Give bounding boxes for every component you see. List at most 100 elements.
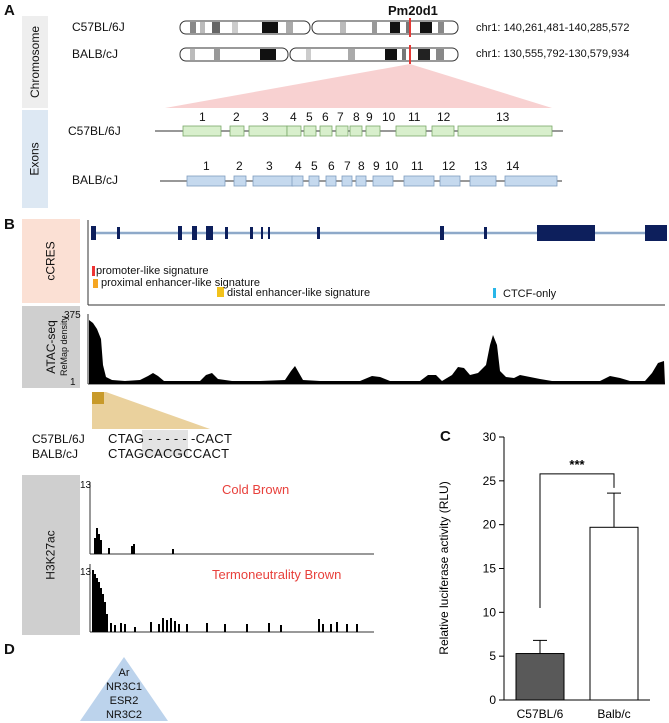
exon-num: 8: [353, 110, 360, 124]
exon-num: 1: [199, 110, 206, 124]
atac-max: 375: [64, 310, 81, 321]
chrom-strain-1: C57BL/6J: [72, 20, 125, 34]
exon-num: 13: [496, 110, 510, 124]
track2-title: Termoneutrality Brown: [212, 567, 342, 582]
atac-side-label: ATAC-seq: [22, 306, 80, 388]
atac-axis-label: ReMap density: [59, 315, 69, 377]
seq-line-2: CTAGCACGCCACT: [108, 446, 230, 461]
gene-model-1: [155, 125, 563, 137]
coord-1: chr1: 140,261,481-140,285,572: [476, 22, 630, 34]
coord-2: chr1: 130,555,792-130,579,934: [476, 48, 630, 60]
y-tick-label: 30: [483, 430, 497, 444]
bar-balb-c: [589, 526, 639, 701]
chromosome-ideogram-2: [179, 45, 459, 64]
thermoneutral-brown-signal: [92, 570, 358, 632]
seq-line-1: CTAG - - - - - -CACT: [108, 431, 233, 446]
gene-strain-1: C57BL/6J: [68, 124, 121, 138]
y-tick-label: 25: [483, 474, 497, 488]
track2-max: 13: [80, 567, 92, 578]
significance: ***: [539, 457, 615, 608]
exon-num: 12: [442, 159, 456, 173]
h3k27ac-tracks: [89, 482, 374, 633]
legend-swatch: [92, 266, 95, 276]
panel-b-tracks: [87, 220, 667, 429]
exon-num: 2: [236, 159, 243, 173]
exon-num: 14: [506, 159, 520, 173]
gene-name: Pm20d1: [388, 3, 438, 18]
exon-num: 11: [408, 110, 421, 124]
seq-highlight: [142, 430, 188, 456]
exon-num: 7: [337, 110, 344, 124]
gene-model-2: [160, 175, 562, 187]
cCRES-gene-track: [91, 225, 667, 241]
zoom-cone: [165, 64, 552, 108]
ccres-side-label: cCRES: [22, 219, 80, 303]
tf-item: Ar: [118, 667, 130, 679]
h3k27ac-side-label: H3K27ac: [22, 475, 80, 635]
exon-num: 6: [328, 159, 335, 173]
exon-num: 1: [203, 159, 210, 173]
atac-signal: [89, 320, 665, 384]
seq-strain-2: BALB/cJ: [32, 447, 79, 461]
bars: [515, 492, 639, 701]
tf-item: NR3C1: [105, 681, 143, 693]
exon-num: 8: [358, 159, 365, 173]
tf-item: NR3C2: [105, 709, 143, 721]
atac-min: 1: [70, 377, 76, 388]
atac-zoom-wedge: [92, 392, 210, 429]
y-axis-label: Relative luciferase activity (RLU): [437, 481, 451, 654]
seq-strain-1: C57BL/6J: [32, 432, 85, 446]
legend-label-distal: distal enhancer-like signature: [227, 287, 371, 299]
luciferase-chart: 0 5 10 15 20 25 30 C57BL/6 Balb/c *** Relative …: [437, 430, 650, 721]
legend-label-promoter: promoter-like signature: [96, 265, 209, 277]
legend-label-ctcf: CTCF-only: [503, 288, 557, 300]
legend-swatch: [493, 288, 496, 298]
x-labels: C57BL/6 Balb/c: [517, 707, 631, 721]
y-ticks: 0 5 10 15 20 25 30: [483, 430, 504, 707]
tf-triangle-shape: [80, 657, 168, 721]
y-tick-label: 15: [483, 562, 497, 576]
chromosome-side-label: Chromosome: [22, 16, 48, 108]
track1-title: Cold Brown: [222, 482, 290, 497]
exon-num: 4: [295, 159, 302, 173]
x-tick-label: Balb/c: [597, 707, 630, 721]
exon-num: 5: [306, 110, 313, 124]
y-tick-label: 0: [489, 693, 496, 707]
y-tick-label: 10: [483, 605, 497, 619]
exon-num: 7: [344, 159, 351, 173]
chromosome-ideogram-1: [179, 18, 459, 37]
legend-swatch: [217, 287, 224, 297]
panel-a-label: A: [4, 2, 15, 19]
exon-num: 9: [366, 110, 373, 124]
exons-side-label: Exons: [22, 110, 48, 208]
legend-label-proximal: proximal enhancer-like signature: [101, 277, 260, 289]
panel-d-label: D: [4, 641, 15, 658]
exon-num: 12: [437, 110, 451, 124]
exon-num: 4: [290, 110, 297, 124]
track1-max: 13: [80, 480, 92, 491]
cold-brown-signal: [94, 528, 174, 554]
exon-num: 2: [233, 110, 240, 124]
panel-a-graphic: [155, 18, 563, 187]
exon-num: 3: [266, 159, 273, 173]
significance-stars: ***: [569, 457, 585, 472]
exon-num: 5: [311, 159, 318, 173]
exon-num: 13: [474, 159, 488, 173]
exon-num: 3: [262, 110, 269, 124]
exon-num: 10: [382, 110, 396, 124]
x-tick-label: C57BL/6: [517, 707, 564, 721]
chrom-strain-2: BALB/cJ: [72, 47, 119, 61]
tf-item: ESR2: [109, 695, 139, 707]
bar-c57bl-6: [515, 653, 565, 701]
legend-swatch: [93, 279, 98, 288]
exon-num: 10: [385, 159, 399, 173]
exon-num: 11: [411, 159, 424, 173]
panel-b-label: B: [4, 216, 15, 233]
significance-bracket: [539, 473, 615, 608]
panel-c-label: C: [440, 428, 451, 445]
exon-num: 9: [373, 159, 380, 173]
y-tick-label: 20: [483, 518, 497, 532]
exon-num: 6: [322, 110, 329, 124]
gene-strain-2: BALB/cJ: [72, 173, 119, 187]
tf-triangle: [80, 657, 168, 721]
